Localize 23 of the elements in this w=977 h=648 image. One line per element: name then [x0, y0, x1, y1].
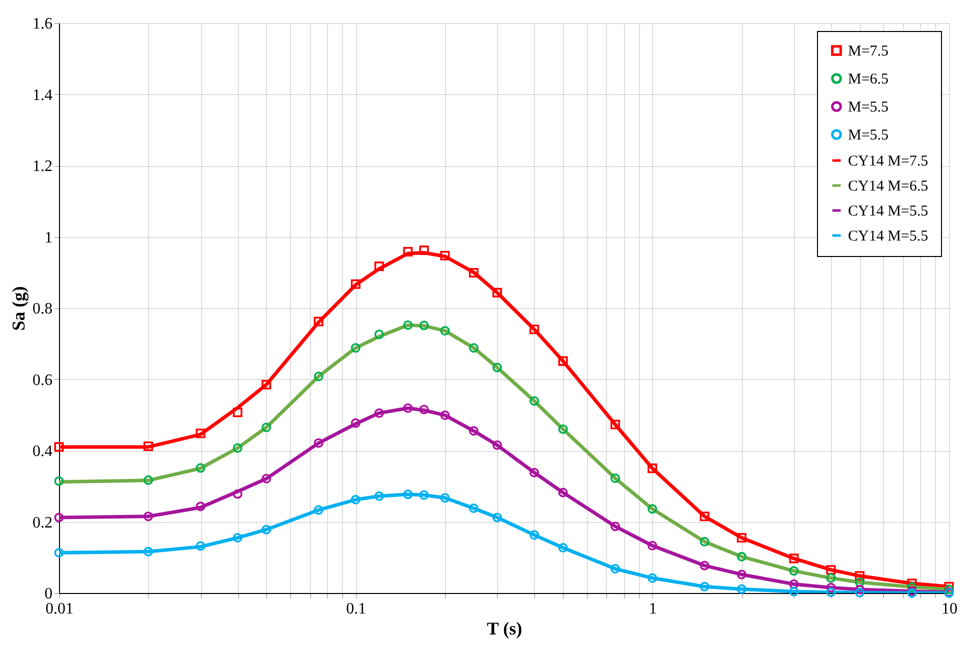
- y-tick-label: 0.4: [32, 443, 52, 460]
- legend-label: CY14 M=5.5: [848, 204, 928, 220]
- y-tick-label: 0.6: [32, 372, 52, 389]
- y-tick-label: 0.2: [32, 514, 52, 532]
- y-tick-label: 0.8: [32, 300, 52, 318]
- legend-label: M=5.5: [848, 100, 889, 116]
- legend-label: CY14 M=7.5: [848, 154, 928, 170]
- x-tick-label: 1: [648, 600, 657, 618]
- y-tick-label: 1: [44, 229, 52, 246]
- x-tick-label: 10: [942, 600, 958, 618]
- legend-label: CY14 M=6.5: [848, 178, 928, 194]
- x-tick-label: 0.1: [346, 600, 366, 618]
- y-tick-label: 0: [44, 586, 52, 602]
- y-tick-label: 1.4: [32, 86, 52, 104]
- y-tick-label: 1.2: [32, 158, 52, 175]
- y-axis-title: Sa (g): [8, 286, 28, 331]
- legend-label: M=7.5: [848, 44, 889, 60]
- x-tick-label: 0.01: [46, 600, 74, 618]
- legend-label: M=6.5: [848, 72, 889, 88]
- y-tick-label: 1.6: [32, 16, 52, 32]
- x-axis-title: T (s): [486, 618, 522, 638]
- legend-label: M=5.5: [848, 128, 889, 144]
- legend-label: CY14 M=5.5: [848, 228, 928, 244]
